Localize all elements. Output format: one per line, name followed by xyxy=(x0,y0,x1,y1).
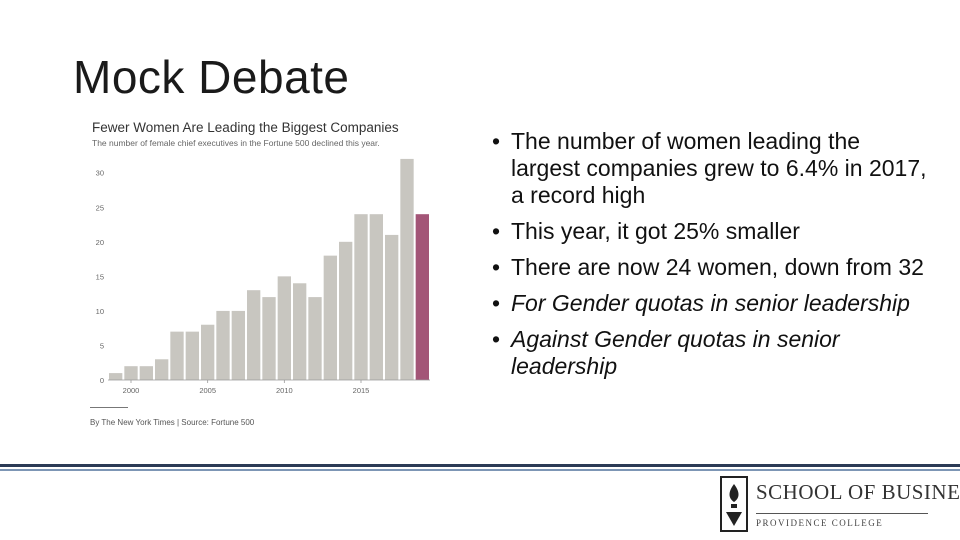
bar xyxy=(323,255,337,380)
bullet-text: There are now 24 women, down from 32 xyxy=(511,254,924,280)
bar xyxy=(201,324,215,380)
bullet-item: • Against Gender quotas in senior leaders… xyxy=(490,326,930,380)
flame-icon xyxy=(726,484,742,526)
bar xyxy=(308,297,322,380)
logo-divider xyxy=(756,513,928,514)
bar xyxy=(185,331,199,380)
bar xyxy=(109,373,123,380)
bar xyxy=(124,366,138,380)
chart-subtitle: The number of female chief executives in… xyxy=(92,138,380,148)
footer-rule-light xyxy=(0,469,960,471)
y-tick-label: 30 xyxy=(96,169,104,178)
bullet-text: The number of women leading the largest … xyxy=(511,128,927,208)
bullet-dot-icon: • xyxy=(492,290,501,316)
footer-rule-dark xyxy=(0,464,960,467)
source-divider xyxy=(90,407,128,408)
bullet-text: For Gender quotas in senior leadership xyxy=(511,290,910,316)
y-tick-label: 10 xyxy=(96,307,104,316)
x-tick-label: 2000 xyxy=(123,386,140,395)
bullet-item: • There are now 24 women, down from 32 xyxy=(490,254,930,281)
bullet-list: • The number of women leading the largest… xyxy=(490,128,930,389)
bar xyxy=(339,241,353,380)
shield-logo-icon xyxy=(720,476,748,532)
y-tick-label: 5 xyxy=(100,341,104,350)
bar xyxy=(415,214,429,380)
bar xyxy=(385,234,399,380)
bullet-item: • The number of women leading the largest… xyxy=(490,128,930,209)
bullet-text: This year, it got 25% smaller xyxy=(511,218,800,244)
bar xyxy=(400,158,414,380)
bar xyxy=(231,310,245,380)
slide-title: Mock Debate xyxy=(73,51,350,103)
bullet-dot-icon: • xyxy=(492,326,501,352)
bullet-dot-icon: • xyxy=(492,218,501,244)
bar xyxy=(155,359,169,380)
bullet-text: Against Gender quotas in senior leadersh… xyxy=(511,326,840,379)
bullet-item: • For Gender quotas in senior leadership xyxy=(490,290,930,317)
logo-name: SCHOOL OF BUSINESS xyxy=(756,480,960,504)
y-tick-label: 20 xyxy=(96,238,104,247)
logo-subtitle: PROVIDENCE COLLEGE xyxy=(756,518,884,528)
x-tick-label: 2010 xyxy=(276,386,293,395)
bar xyxy=(293,283,307,380)
bar xyxy=(247,290,261,380)
bar xyxy=(139,366,153,380)
y-tick-label: 15 xyxy=(96,272,104,281)
chart-source: By The New York Times | Source: Fortune … xyxy=(90,418,255,427)
bar xyxy=(277,276,291,380)
school-logo: SCHOOL OF BUSINESS PROVIDENCE COLLEGE xyxy=(720,476,960,534)
chart-title: Fewer Women Are Leading the Biggest Comp… xyxy=(92,120,399,135)
x-tick-label: 2005 xyxy=(199,386,216,395)
y-tick-label: 25 xyxy=(96,203,104,212)
bar xyxy=(216,310,230,380)
chart: 0 5 10 15 20 25 30 2000 2005 2010 2015 Fewer Women… xyxy=(86,116,446,436)
bar-chart: 0 5 10 15 20 25 30 2000 2005 2010 2015 xyxy=(96,158,430,395)
bar xyxy=(170,331,184,380)
bar xyxy=(354,214,368,380)
bullet-dot-icon: • xyxy=(492,254,501,280)
bar xyxy=(369,214,383,380)
x-tick-label: 2015 xyxy=(353,386,370,395)
y-tick-label: 0 xyxy=(100,376,104,385)
bullet-item: • This year, it got 25% smaller xyxy=(490,218,930,245)
bar xyxy=(262,297,276,380)
bullet-dot-icon: • xyxy=(492,128,501,154)
